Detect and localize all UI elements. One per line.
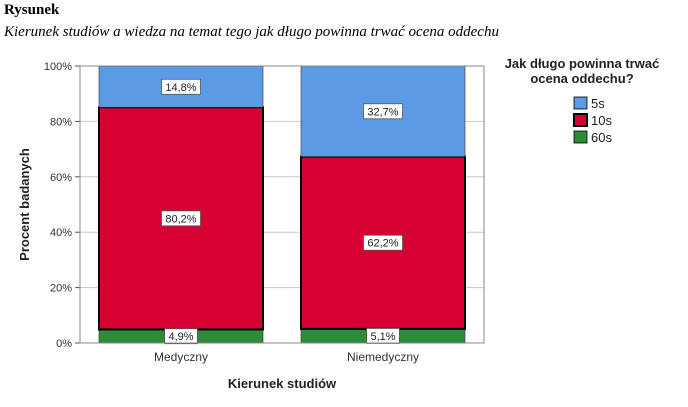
y-tick-label: 100% xyxy=(44,61,72,73)
data-label: 14,8% xyxy=(165,82,196,94)
data-label-box xyxy=(363,234,403,251)
y-tick-label: 60% xyxy=(50,172,72,184)
y-tick-label: 80% xyxy=(50,116,72,128)
data-label-box xyxy=(363,103,403,120)
data-label: 32,7% xyxy=(367,106,398,118)
data-label: 80,2% xyxy=(165,213,196,225)
data-label-box xyxy=(161,78,201,95)
x-axis-title: Kierunek studiów xyxy=(228,376,337,391)
x-category-label: Niemedyczny xyxy=(347,350,419,364)
data-label: 4,9% xyxy=(168,331,193,343)
legend-swatch-10s xyxy=(573,113,588,127)
y-tick-label: 0% xyxy=(56,338,72,350)
x-category-label: Medyczny xyxy=(154,350,208,364)
bars xyxy=(98,65,466,344)
legend-label: 5s xyxy=(591,96,605,111)
legend-label: 10s xyxy=(591,113,612,128)
y-axis-title: Procent badanych xyxy=(17,148,32,261)
x-axis-categories: Medyczny Niemedyczny xyxy=(154,350,419,364)
y-axis-ticks: 0% 20% 40% 60% 80% 100% xyxy=(44,61,80,350)
data-label: 5,1% xyxy=(370,331,395,343)
figure-caption: Kierunek studiów a wiedza na temat tego … xyxy=(4,24,499,40)
data-label: 62,2% xyxy=(367,238,398,250)
plot-frame xyxy=(79,65,485,344)
legend-swatch-5s xyxy=(573,96,588,110)
figure-label: Rysunek xyxy=(4,2,60,18)
data-label-box xyxy=(164,328,198,345)
legend-swatch-60s xyxy=(573,130,588,144)
legend-label: 60s xyxy=(591,130,612,145)
legend-title: ocena oddechu? xyxy=(530,71,633,86)
y-tick-label: 40% xyxy=(50,227,72,239)
data-labels: 4,9% 80,2% 14,8% 5,1% 62,2% 32,7% xyxy=(161,78,403,345)
data-label-box xyxy=(161,210,201,227)
y-tick-label: 20% xyxy=(50,283,72,295)
legend-title: Jak długo powinna trwać xyxy=(505,56,660,71)
